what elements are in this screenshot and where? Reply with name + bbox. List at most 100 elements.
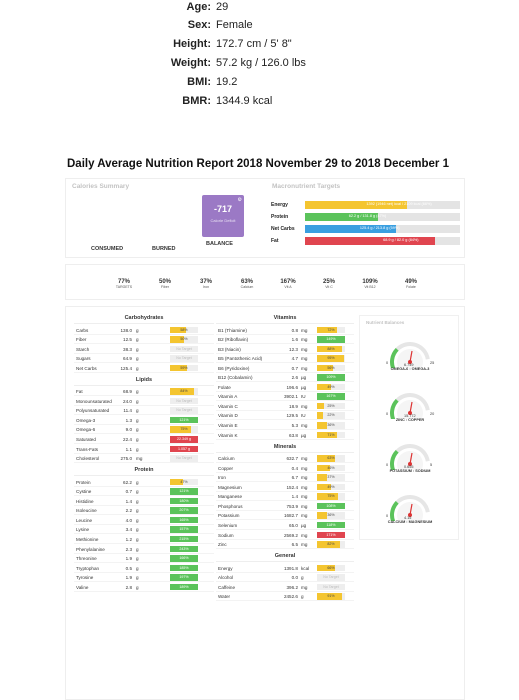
- nutrient-row: Methionine 1.2 g 215%: [74, 534, 214, 544]
- nutrient-name: Energy: [218, 565, 233, 571]
- nutrient-progress-fill: [170, 555, 198, 562]
- nutrient-unit: g: [136, 327, 139, 333]
- nutrient-unit: mg: [301, 584, 308, 590]
- nutrient-unit: IU: [301, 394, 306, 400]
- nutrient-progress-bar: 36%: [317, 512, 345, 519]
- nutrient-name: Magnesium: [218, 484, 242, 490]
- nutrient-progress-bar: 82%: [317, 541, 345, 548]
- gauge-name: CALCIUM : MAGNESIUM: [387, 520, 433, 524]
- nutrient-progress-text: 25%: [327, 403, 335, 408]
- vitamins-header: Vitamins: [216, 315, 354, 324]
- nutrient-value: 12.3: [289, 346, 298, 352]
- nutrient-progress-fill: [317, 531, 345, 538]
- nutrient-progress-bar: No Target: [317, 574, 345, 581]
- nutrient-name: Omega-6: [76, 427, 96, 433]
- nutrient-progress-fill: [317, 393, 345, 400]
- general-header: General: [216, 553, 354, 563]
- nutrient-progress-text: 49%: [327, 484, 335, 489]
- height-label: Height:: [173, 38, 211, 50]
- nutrient-progress-fill: [317, 374, 345, 381]
- nutrient-value: 24.0: [123, 398, 132, 404]
- calorie-balance-value: -717: [213, 204, 232, 214]
- nutrient-unit: kcal: [301, 565, 310, 571]
- nutrient-row: Valine 2.8 g 189%: [74, 582, 214, 592]
- nutrient-progress-bar: 22%: [317, 412, 345, 419]
- nutrient-value: 2.8: [125, 584, 132, 590]
- balance-gauge: 0 4.15 CALCIUM : MAGNESIUM: [366, 487, 454, 535]
- gauge-left-value: 0: [386, 514, 389, 518]
- nutrient-progress-bar: 1.057 g: [170, 445, 198, 453]
- nutrient-name: Caffeine: [218, 584, 236, 590]
- nutrient-value: 4.7: [291, 356, 298, 362]
- nutrient-value: 2569.2: [283, 532, 298, 538]
- target-name: Iron: [202, 285, 210, 289]
- nutrient-progress-fill: [317, 364, 333, 372]
- balance-gauge: 0 5 0.655 POTASSIUM : SODIUM: [366, 436, 454, 484]
- nutrient-name: B2 (Riboflavin): [218, 337, 249, 343]
- nutrient-progress-text: 72%: [327, 327, 335, 332]
- nutrient-unit: mg: [301, 456, 308, 462]
- nutrient-progress-text: 189%: [179, 584, 189, 589]
- nutrient-row: Omega-6 9.0 g 75%: [74, 425, 214, 435]
- sex-value: Female: [216, 19, 253, 31]
- nutrient-progress-bar: 63%: [317, 455, 345, 462]
- macro-progress-text: 68.9 g / 82.0 g (84%): [383, 238, 419, 242]
- nutrient-unit: g: [136, 575, 139, 581]
- nutrient-balances-panel: Nutrient Balances 0 25 6.749 OMEGA-6 : OMEG…: [359, 315, 459, 540]
- nutrient-name: B3 (Niacin): [218, 346, 241, 352]
- nutrient-progress-bar: 108%: [317, 502, 345, 510]
- nutrient-progress-text: 109%: [326, 375, 336, 380]
- report-title: Daily Average Nutrition Report 2018 Nove…: [67, 158, 449, 170]
- nutrient-progress-text: No Target: [176, 408, 192, 413]
- height-value: 172.7 cm / 5' 8": [216, 38, 292, 50]
- nutrient-progress-text: 1.057 g: [178, 446, 190, 451]
- macro-label: Protein: [271, 214, 289, 220]
- calories-summary-heading: Calories Summary: [72, 183, 130, 190]
- nutrient-value: 65.0: [289, 522, 298, 528]
- age-label: Age:: [186, 1, 211, 13]
- nutrient-name: Trans-Fats: [76, 446, 99, 452]
- target-name: Fiber: [161, 285, 169, 289]
- nutrient-row: B12 (Cobalamin) 2.6 µg 109%: [216, 373, 354, 383]
- nutrient-row: Histidine 1.4 g 180%: [74, 496, 214, 506]
- target-percent: 77%: [117, 279, 130, 285]
- nutrient-progress-fill: [170, 545, 198, 552]
- nutrient-progress-text: 46%: [327, 465, 335, 470]
- gear-icon[interactable]: ⚙: [237, 197, 242, 203]
- nutrient-progress-bar: 197%: [170, 574, 198, 581]
- nutrient-progress-bar: 50%: [170, 336, 198, 343]
- nutrient-progress-bar: 121%: [170, 488, 198, 495]
- target-vit-b12: 109% Vit B12: [352, 279, 388, 289]
- nutrient-progress-fill: [317, 431, 337, 439]
- nutrient-name: Sugars: [76, 356, 91, 362]
- nutrient-row: B1 (Thiamine) 0.8 mg 72%: [216, 325, 354, 335]
- nutrient-unit: mg: [301, 356, 308, 362]
- nutrient-name: Leucine: [76, 517, 93, 523]
- lipids-header: Lipids: [74, 377, 214, 386]
- bmi-label: BMI:: [187, 76, 211, 88]
- nutrient-progress-fill: [317, 345, 342, 353]
- nutrient-progress-bar: 189%: [170, 583, 198, 591]
- nutrient-progress-text: 121%: [179, 489, 189, 494]
- nutrient-progress-fill: [170, 388, 194, 395]
- nutrient-progress-bar: 36%: [317, 422, 345, 429]
- nutrient-name: Sodium: [218, 532, 234, 538]
- nutrient-row: Starch 38.3 g No Target: [74, 344, 214, 354]
- nutrient-progress-text: 50%: [180, 337, 188, 342]
- macro-row: Net Carbs 125.4 g / 213.8 g (59%): [271, 225, 463, 234]
- nutrient-value: 1.9: [125, 556, 132, 562]
- macro-targets-heading: Macronutrient Targets: [272, 183, 341, 190]
- nutrient-progress-fill: [170, 507, 198, 514]
- nutrient-unit: g: [136, 527, 139, 533]
- gauge-name: POTASSIUM : SODIUM: [389, 469, 431, 473]
- nutrient-row: Vitamin E 5.3 mg 36%: [216, 421, 354, 430]
- nutrient-unit: mg: [301, 337, 308, 343]
- macro-progress-text: 125.4 g / 213.8 g (59%): [359, 226, 400, 230]
- nutrient-progress-bar: 25%: [317, 402, 345, 410]
- target-percent: 49%: [404, 279, 417, 285]
- nutrient-name: Tyrosine: [76, 575, 94, 581]
- macro-row: Protein 62.2 g / 131.8 g (47%): [271, 213, 463, 222]
- nutrient-name: Tryptophan: [76, 565, 100, 571]
- gauge-name: OMEGA-6 : OMEGA-3: [390, 367, 430, 371]
- nutrient-progress-fill: [317, 493, 338, 500]
